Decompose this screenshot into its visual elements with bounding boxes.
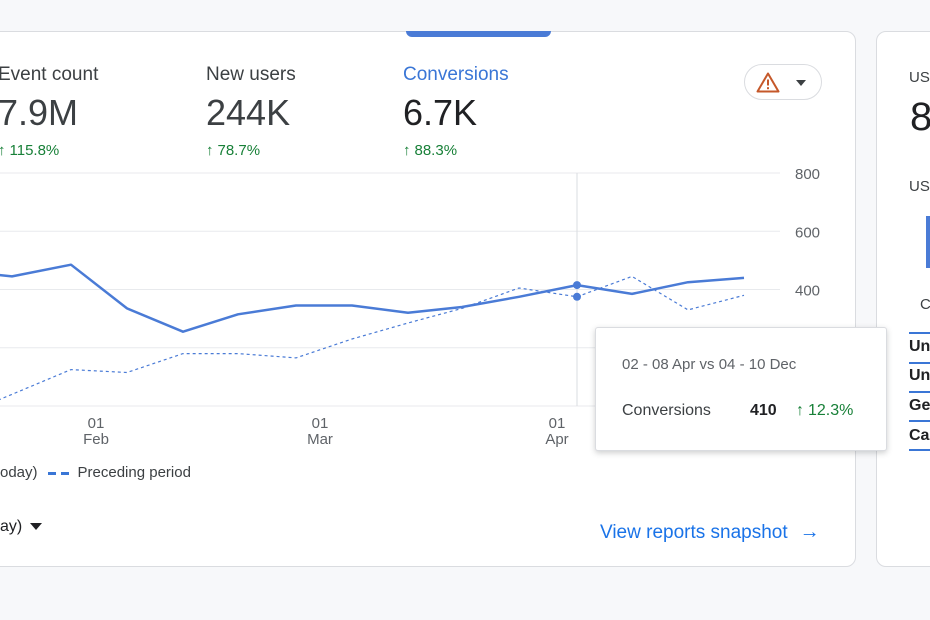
chart-tooltip: 02 - 08 Apr vs 04 - 10 Dec Conversions 4… bbox=[595, 327, 887, 451]
arrow-up-icon: ↑ bbox=[206, 142, 214, 159]
x-tick-month: Mar bbox=[307, 431, 333, 448]
metric-label: Event count bbox=[0, 64, 99, 85]
caret-down-icon bbox=[796, 80, 806, 86]
metric-label: New users bbox=[206, 64, 296, 85]
right-card-column-label: C bbox=[920, 296, 930, 313]
metric-value: 244K bbox=[206, 92, 291, 133]
current-period-line bbox=[0, 263, 745, 333]
tooltip-value: 410 bbox=[750, 402, 777, 419]
warning-triangle-icon bbox=[756, 72, 780, 93]
metric-change: ↑ 78.7% bbox=[206, 142, 261, 159]
dashed-line-icon bbox=[47, 471, 70, 475]
caret-down-icon bbox=[30, 523, 43, 531]
metric-label: Conversions bbox=[403, 64, 509, 85]
metric-event-count[interactable]: Event count 7.9M ↑ 115.8% bbox=[0, 64, 98, 159]
active-tab-indicator bbox=[406, 31, 551, 37]
view-link-label: View reports snapshot bbox=[600, 522, 788, 543]
right-card-row[interactable]: Un bbox=[909, 338, 930, 355]
right-card-row[interactable]: Un bbox=[909, 367, 930, 384]
hover-point-current bbox=[573, 281, 581, 290]
right-card-label: US bbox=[909, 69, 930, 86]
x-tick-month: Feb bbox=[83, 431, 109, 448]
x-tick-day: 01 bbox=[88, 415, 105, 432]
y-tick-label: 800 bbox=[795, 166, 820, 183]
metric-value: 7.9M bbox=[0, 92, 79, 133]
right-card-row[interactable]: Ca bbox=[909, 427, 930, 444]
tooltip-metric: Conversions bbox=[622, 402, 711, 419]
right-card-bar bbox=[926, 216, 930, 268]
users-card bbox=[876, 31, 930, 567]
arrow-up-icon: ↑ bbox=[796, 402, 804, 419]
arrow-up-icon: ↑ bbox=[0, 142, 6, 159]
legend-preceding-label: Preceding period bbox=[77, 464, 191, 481]
hover-point-preceding bbox=[573, 292, 581, 301]
data-quality-button[interactable] bbox=[744, 64, 822, 100]
tooltip-change: ↑ 12.3% bbox=[796, 402, 854, 419]
date-range-label: ay) bbox=[0, 518, 23, 535]
y-tick-label: 400 bbox=[795, 283, 820, 300]
metric-change: ↑ 115.8% bbox=[0, 142, 60, 159]
metric-conversions[interactable]: Conversions 6.7K ↑ 88.3% bbox=[403, 64, 509, 159]
y-axis-ticks: 800 600 400 bbox=[795, 166, 820, 300]
right-card-value: 8 bbox=[910, 95, 930, 139]
legend-current-label: oday) bbox=[0, 464, 38, 481]
right-card-row[interactable]: Ge bbox=[909, 397, 930, 414]
metric-new-users[interactable]: New users 244K ↑ 78.7% bbox=[206, 64, 296, 159]
arrow-right-icon: → bbox=[799, 521, 820, 543]
right-card-row-bar bbox=[909, 391, 930, 393]
right-card-sublabel: US bbox=[909, 178, 930, 195]
tooltip-date-range: 02 - 08 Apr vs 04 - 10 Dec bbox=[622, 356, 797, 373]
y-tick-label: 600 bbox=[795, 224, 820, 241]
metric-change: ↑ 88.3% bbox=[403, 142, 458, 159]
date-range-dropdown[interactable]: ay) bbox=[0, 518, 43, 536]
overview-card bbox=[0, 31, 856, 567]
right-card-divider bbox=[909, 332, 930, 334]
metric-value: 6.7K bbox=[403, 92, 478, 133]
chart-legend: oday) Preceding period bbox=[0, 464, 191, 481]
right-card-row-bar bbox=[909, 449, 930, 451]
x-tick-month: Apr bbox=[545, 431, 568, 448]
arrow-up-icon: ↑ bbox=[403, 142, 411, 159]
right-card-row-bar bbox=[909, 362, 930, 364]
preceding-period-line bbox=[0, 275, 745, 401]
right-card-row-bar bbox=[909, 420, 930, 422]
view-reports-snapshot-link[interactable]: View reports snapshot → bbox=[600, 521, 820, 544]
x-tick-day: 01 bbox=[312, 415, 329, 432]
x-tick-day: 01 bbox=[549, 415, 566, 432]
